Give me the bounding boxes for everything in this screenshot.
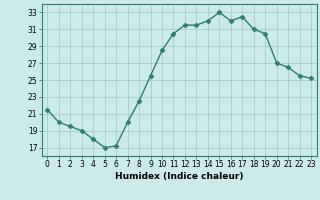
X-axis label: Humidex (Indice chaleur): Humidex (Indice chaleur) xyxy=(115,172,244,181)
